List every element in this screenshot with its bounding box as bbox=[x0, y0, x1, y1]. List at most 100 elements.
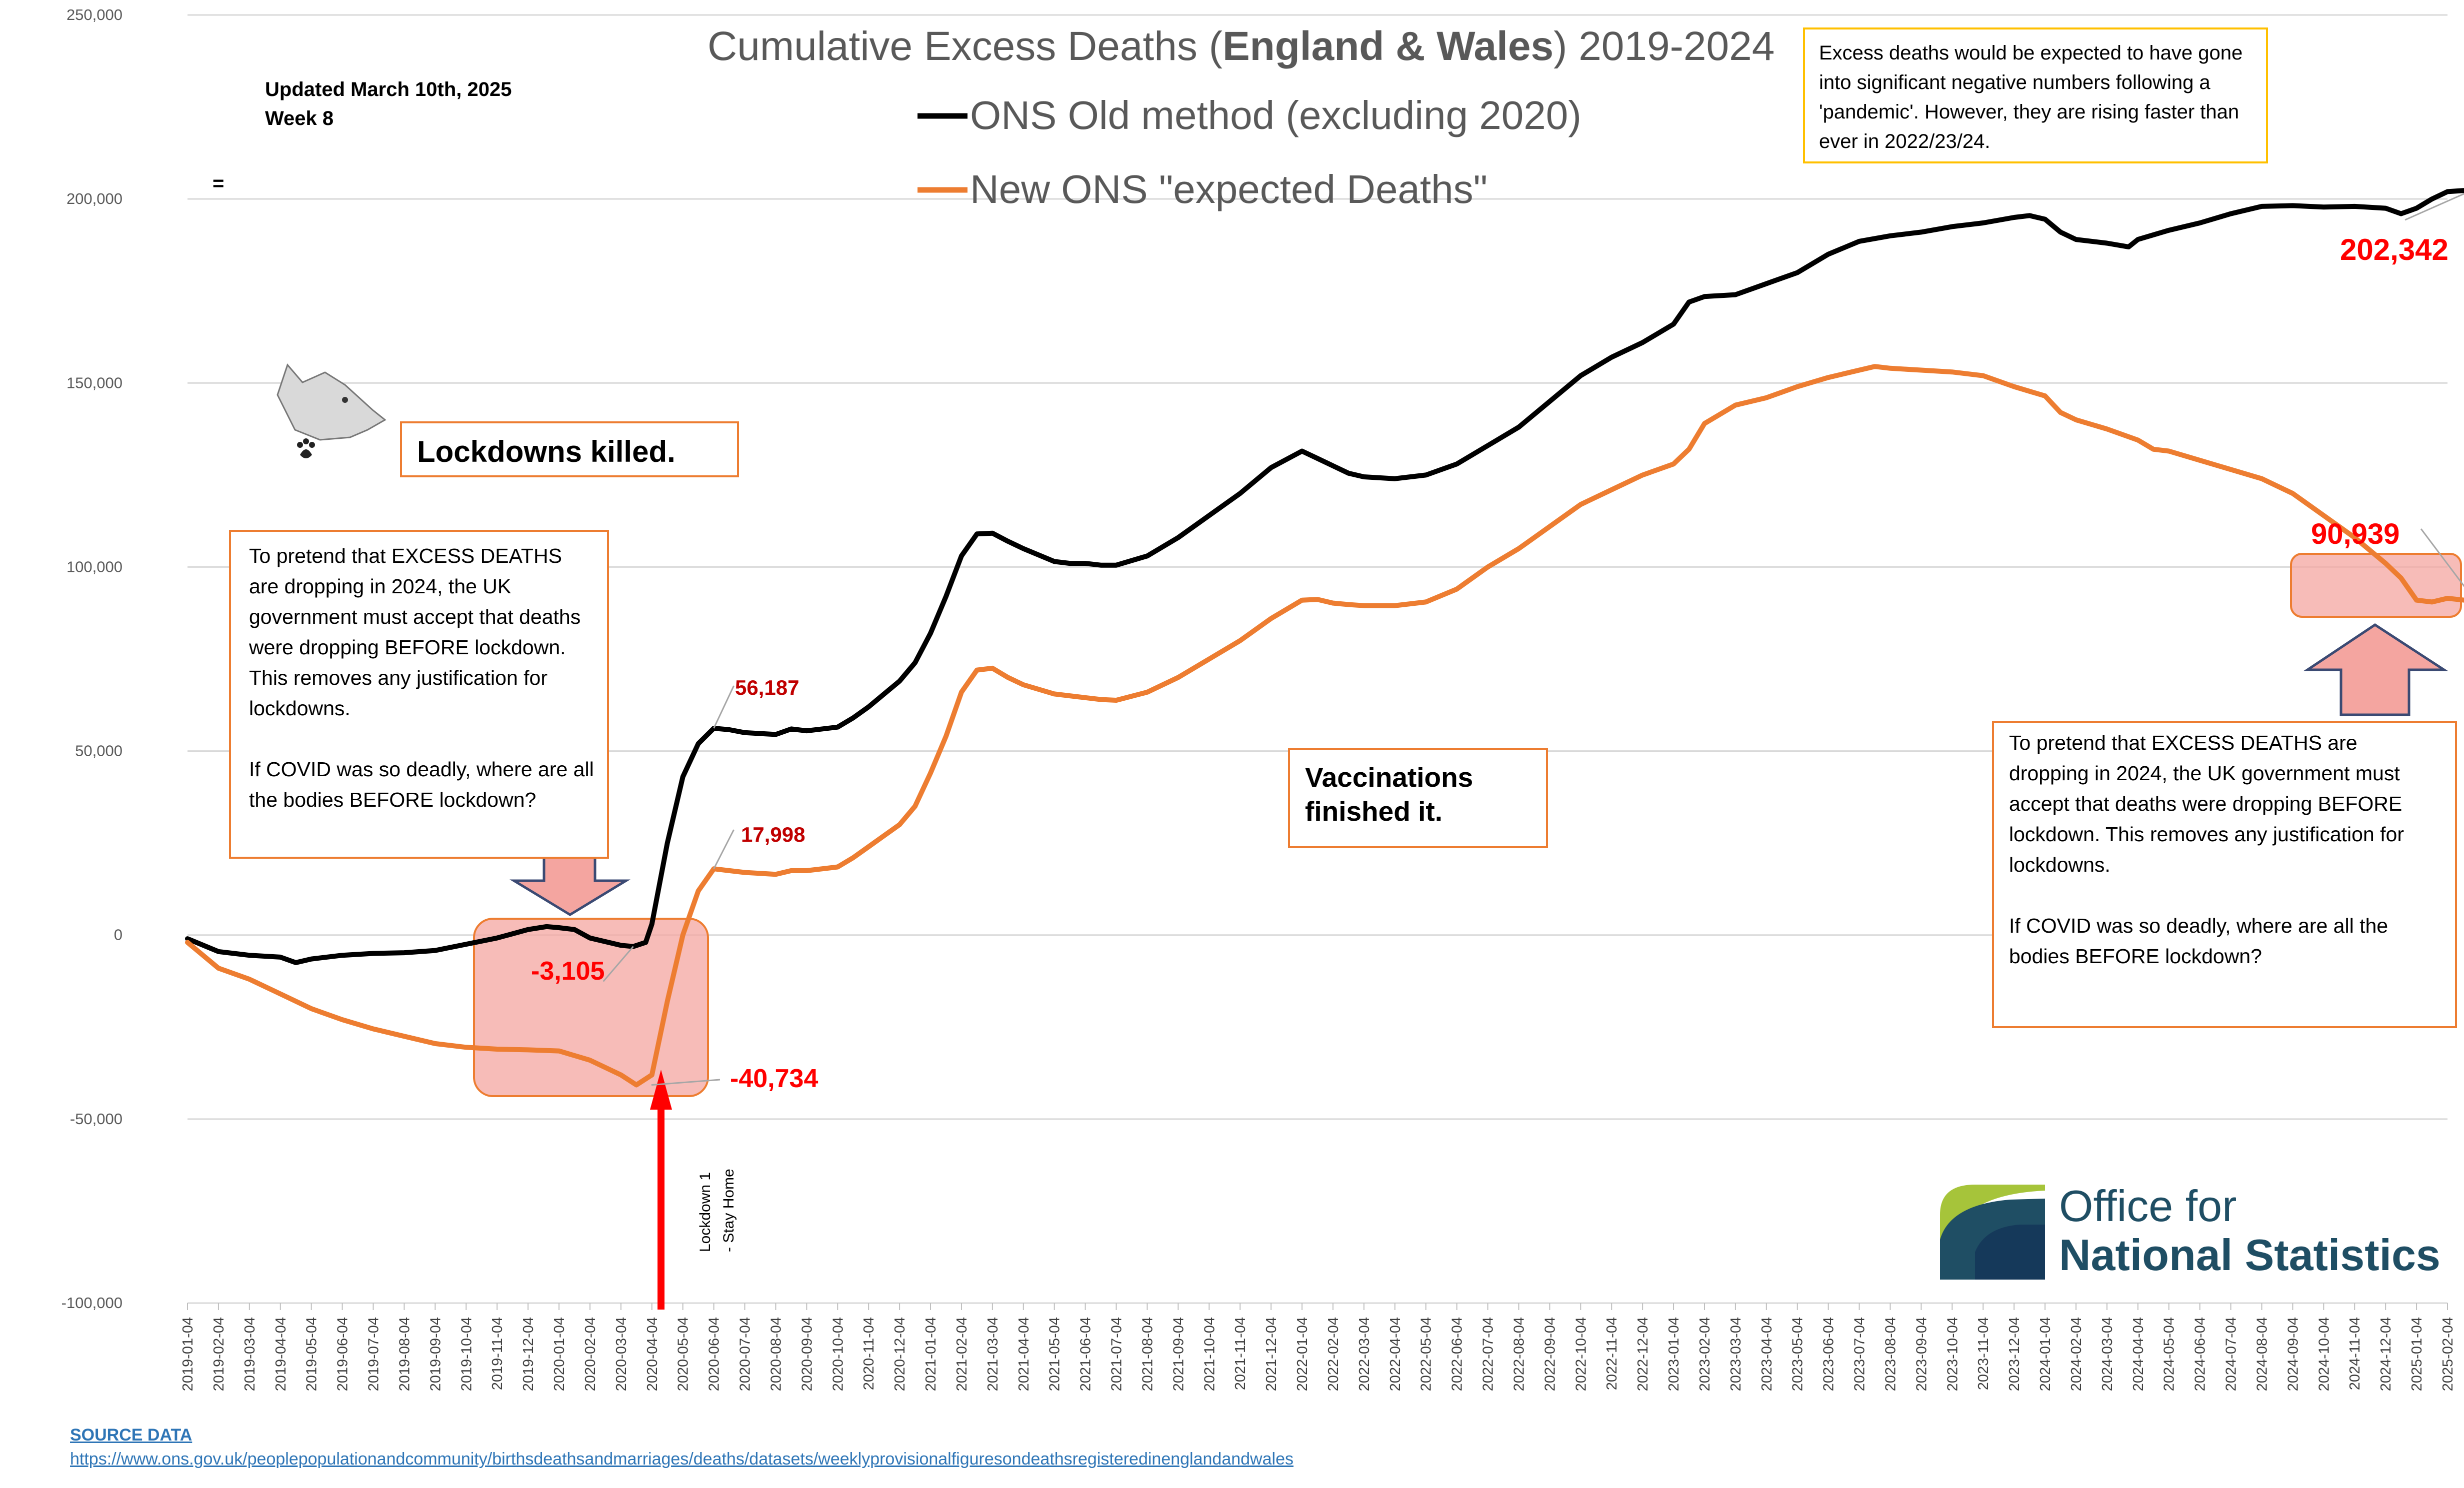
x-tick-label: 2023-05-04 bbox=[1790, 1317, 1806, 1391]
x-tick-label: 2023-04-04 bbox=[1759, 1317, 1775, 1391]
pandemic-note-box: Excess deaths would be expected to have … bbox=[1803, 27, 2268, 163]
data-callouts: -3,105 56,187 -40,734 17,998 202,342 90,939 bbox=[531, 193, 2464, 1093]
right-note-paragraph-2: If COVID was so deadly, where are all th… bbox=[2009, 914, 2388, 968]
left-note-box: To pretend that EXCESS DEATHS are droppi… bbox=[229, 530, 609, 859]
vaccinations-text-2: finished it. bbox=[1305, 796, 1442, 827]
chart-title-part-3: ) 2019-2024 bbox=[1554, 23, 1774, 69]
x-tick-label: 2020-08-04 bbox=[768, 1317, 784, 1391]
y-tick-label: -50,000 bbox=[70, 1110, 122, 1128]
leader-black-min bbox=[602, 946, 634, 982]
up-arrow-right bbox=[2303, 623, 2448, 716]
x-tick-label: 2024-11-04 bbox=[2347, 1317, 2363, 1390]
x-tick-label: 2021-09-04 bbox=[1170, 1317, 1186, 1391]
x-tick-label: 2023-06-04 bbox=[1821, 1317, 1837, 1391]
x-tick-label: 2020-04-04 bbox=[644, 1317, 660, 1391]
ons-logo-line-2: National Statistics bbox=[2059, 1230, 2440, 1280]
callout-black-min: -3,105 bbox=[531, 957, 604, 986]
x-tick-label: 2023-10-04 bbox=[1944, 1317, 1960, 1391]
x-tick-label: 2019-03-04 bbox=[242, 1317, 258, 1391]
wolf-icon bbox=[276, 363, 386, 458]
leader-orange-peak bbox=[713, 829, 734, 869]
x-tick-label: 2019-07-04 bbox=[366, 1317, 382, 1391]
left-note-paragraph-2: If COVID was so deadly, where are all th… bbox=[249, 758, 594, 811]
lockdowns-killed-text: Lockdowns killed. bbox=[417, 435, 676, 468]
x-tick-label: 2022-05-04 bbox=[1418, 1317, 1434, 1391]
leader-black-peak bbox=[713, 685, 734, 729]
x-tick-label: 2024-10-04 bbox=[2316, 1317, 2332, 1391]
x-tick-label: 2024-08-04 bbox=[2254, 1317, 2270, 1391]
x-tick-label: 2020-09-04 bbox=[799, 1317, 815, 1391]
y-tick-label: 150,000 bbox=[66, 374, 122, 391]
x-tick-label: 2020-02-04 bbox=[582, 1317, 598, 1391]
x-tick-label: 2021-02-04 bbox=[954, 1317, 970, 1391]
down-arrow-left bbox=[510, 854, 630, 916]
lockdowns-killed-box: Lockdowns killed. bbox=[400, 421, 739, 477]
series-line-old-method bbox=[185, 188, 2464, 965]
leader-orange-min bbox=[651, 1079, 720, 1086]
y-tick-label: 0 bbox=[114, 926, 122, 944]
x-tick-label: 2024-01-04 bbox=[2038, 1317, 2054, 1391]
x-tick-label: 2022-02-04 bbox=[1326, 1317, 1342, 1391]
x-tick-label: 2024-02-04 bbox=[2068, 1317, 2084, 1391]
source-link[interactable]: https://www.ons.gov.uk/peoplepopulationa… bbox=[70, 1450, 1294, 1469]
highlight-box-2020 bbox=[473, 918, 709, 1097]
x-tick-label: 2023-11-04 bbox=[1976, 1317, 1992, 1390]
x-tick-label: 2019-02-04 bbox=[211, 1317, 227, 1391]
x-tick-label: 2024-12-04 bbox=[2378, 1317, 2394, 1391]
x-tick-label: 2020-01-04 bbox=[552, 1317, 568, 1391]
x-tick-label: 2023-07-04 bbox=[1852, 1317, 1868, 1391]
right-note-paragraph-1: To pretend that EXCESS DEATHS are droppi… bbox=[2009, 731, 2404, 876]
callout-black-peak: 56,187 bbox=[735, 676, 799, 699]
x-tick-label: 2021-01-04 bbox=[923, 1317, 939, 1391]
updated-date: Updated March 10th, 2025 bbox=[265, 78, 512, 100]
x-tick-label: 2021-06-04 bbox=[1078, 1317, 1094, 1391]
x-tick-label: 2022-07-04 bbox=[1480, 1317, 1496, 1391]
x-tick-label: 2024-09-04 bbox=[2285, 1317, 2301, 1391]
x-tick-label: 2019-06-04 bbox=[335, 1317, 351, 1391]
series-lines bbox=[185, 188, 2464, 1088]
y-axis-ticks: 250,000 200,000 150,000 100,000 50,000 0 -50,0… bbox=[62, 6, 122, 1312]
callout-black-last: 202,342 bbox=[2340, 233, 2448, 266]
right-note-box: To pretend that EXCESS DEATHS are droppi… bbox=[1992, 721, 2457, 1028]
highlight-box-2025 bbox=[2290, 553, 2462, 618]
x-tick-label: 2020-07-04 bbox=[738, 1317, 754, 1391]
stray-equals-mark: = bbox=[212, 172, 224, 194]
x-tick-label: 2020-11-04 bbox=[861, 1317, 877, 1390]
callout-orange-min: -40,734 bbox=[730, 1064, 818, 1093]
x-tick-label: 2019-11-04 bbox=[490, 1317, 506, 1390]
x-tick-label: 2020-05-04 bbox=[676, 1317, 692, 1391]
legend-label-orange: New ONS "expected Deaths" bbox=[970, 167, 1488, 211]
x-tick-label: 2025-02-04 bbox=[2440, 1317, 2456, 1391]
x-tick-label: 2024-06-04 bbox=[2192, 1317, 2208, 1391]
x-tick-label: 2021-07-04 bbox=[1109, 1317, 1125, 1391]
x-axis-ticks: 2019-01-04 2019-02-04 2019-03-04 2019-04-04… bbox=[180, 1303, 2456, 1391]
x-tick-label: 2024-04-04 bbox=[2130, 1317, 2146, 1391]
x-tick-label: 2019-01-04 bbox=[180, 1317, 196, 1391]
pandemic-note-text: Excess deaths would be expected to have … bbox=[1819, 42, 2243, 152]
x-tick-label: 2021-12-04 bbox=[1264, 1317, 1280, 1391]
x-tick-label: 2022-08-04 bbox=[1511, 1317, 1527, 1391]
chart-title: Cumulative Excess Deaths (England & Wale… bbox=[708, 23, 1774, 69]
leader-orange-last bbox=[2420, 528, 2464, 587]
x-tick-label: 2021-11-04 bbox=[1232, 1317, 1248, 1390]
x-tick-label: 2022-06-04 bbox=[1450, 1317, 1466, 1391]
x-tick-label: 2020-06-04 bbox=[706, 1317, 722, 1391]
x-tick-label: 2022-10-04 bbox=[1573, 1317, 1589, 1391]
x-tick-label: 2019-10-04 bbox=[458, 1317, 474, 1391]
lockdown-arrow-head bbox=[650, 1070, 672, 1110]
legend-label-black: ONS Old method (excluding 2020) bbox=[970, 93, 1582, 137]
x-tick-label: 2022-03-04 bbox=[1356, 1317, 1372, 1391]
x-tick-label: 2025-01-04 bbox=[2409, 1317, 2425, 1391]
x-tick-label: 2019-08-04 bbox=[396, 1317, 412, 1391]
x-tick-label: 2022-01-04 bbox=[1294, 1317, 1310, 1391]
updated-week: Week 8 bbox=[265, 107, 334, 129]
x-tick-label: 2021-03-04 bbox=[985, 1317, 1001, 1391]
x-tick-label: 2019-05-04 bbox=[304, 1317, 320, 1391]
x-tick-label: 2023-08-04 bbox=[1882, 1317, 1898, 1391]
left-note-paragraph-1: To pretend that EXCESS DEATHS are droppi… bbox=[249, 544, 581, 720]
x-tick-label: 2022-12-04 bbox=[1635, 1317, 1651, 1391]
y-tick-label: 200,000 bbox=[66, 190, 122, 207]
x-tick-label: 2023-02-04 bbox=[1697, 1317, 1713, 1391]
source-label: SOURCE DATA bbox=[70, 1426, 192, 1445]
x-tick-label: 2023-12-04 bbox=[2006, 1317, 2022, 1391]
